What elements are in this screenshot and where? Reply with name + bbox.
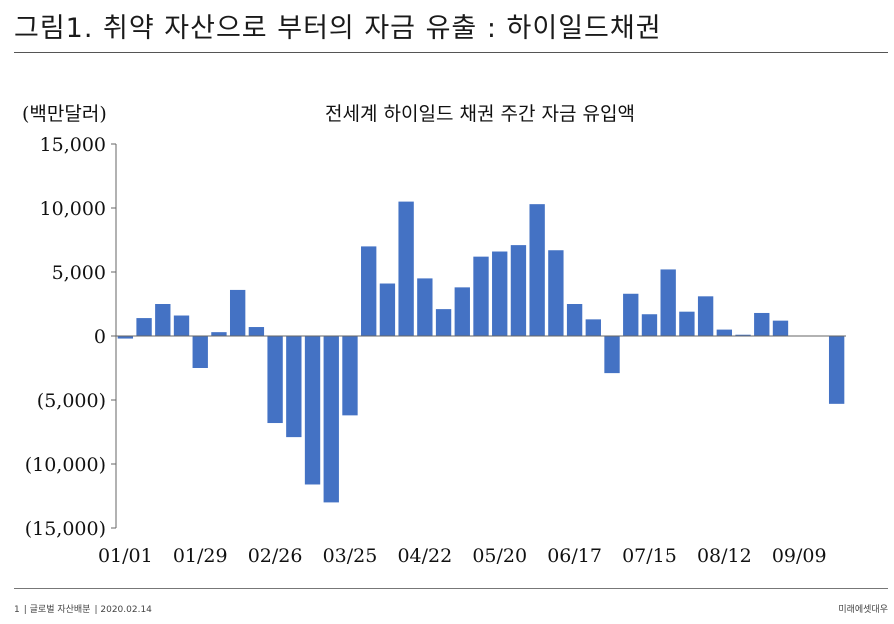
y-tick-label: 10,000 xyxy=(40,198,106,220)
hy-fund-flow-chart: 전세계 하이일드 채권 주간 자금 유입액 (백만달러) 15,000 10,00… xyxy=(22,103,846,567)
bar xyxy=(641,314,658,336)
bar xyxy=(435,309,452,336)
bar xyxy=(754,312,770,336)
bar xyxy=(267,336,283,424)
bar xyxy=(398,201,414,336)
footer-divider xyxy=(14,588,888,589)
bar xyxy=(417,278,433,336)
bar xyxy=(660,269,676,336)
title-divider xyxy=(14,52,888,53)
bar xyxy=(155,304,171,336)
y-tick-label: 0 xyxy=(94,326,106,348)
footer-page-number: 1 xyxy=(14,605,20,615)
bar xyxy=(679,311,695,336)
footer-date: 2020.02.14 xyxy=(100,605,152,615)
bar xyxy=(697,296,714,336)
bar-series xyxy=(117,201,845,503)
bar xyxy=(716,329,733,336)
x-tick-label: 02/26 xyxy=(248,545,303,567)
bar xyxy=(604,336,620,374)
bar xyxy=(117,336,134,339)
bar xyxy=(342,336,358,416)
page-title: 그림1. 취약 자산으로 부터의 자금 유출 : 하이일드채권 xyxy=(14,13,662,44)
x-tick-label: 01/01 xyxy=(98,545,153,567)
bar xyxy=(623,293,639,336)
bar xyxy=(211,332,227,336)
bar xyxy=(192,336,208,368)
x-tick-label: 08/12 xyxy=(697,545,752,567)
x-tick-label: 09/09 xyxy=(772,545,827,567)
x-tick-label: 05/20 xyxy=(472,545,527,567)
x-tick-label: 04/22 xyxy=(397,545,452,567)
bar xyxy=(473,256,489,336)
y-tick-label: 5,000 xyxy=(52,262,106,284)
y-tick-label: (10,000) xyxy=(25,454,106,476)
bar xyxy=(286,336,302,438)
x-axis-ticks: 01/01 01/29 02/26 03/25 04/22 05/20 06/17 07/15… xyxy=(98,545,827,567)
footer-company: 미래에셋대우 xyxy=(838,605,888,615)
bar xyxy=(585,319,601,336)
x-tick-label: 07/15 xyxy=(622,545,677,567)
bar xyxy=(136,318,152,336)
chart-title: 전세계 하이일드 채권 주간 자금 유입액 xyxy=(325,103,635,125)
bar xyxy=(361,246,377,336)
y-axis-unit-label: (백만달러) xyxy=(22,103,107,125)
bar xyxy=(492,251,508,336)
bar xyxy=(510,245,527,336)
footer-info: 1 | 글로벌 자산배분 | 2020.02.14 xyxy=(14,605,152,615)
bar xyxy=(323,336,339,503)
bar xyxy=(229,289,246,336)
bar xyxy=(529,204,545,336)
x-tick-label: 06/17 xyxy=(547,545,602,567)
x-tick-label: 03/25 xyxy=(323,545,378,567)
y-tick-label: 15,000 xyxy=(40,134,106,156)
y-axis-ticks: 15,000 10,000 5,000 0 (5,000) (10,000) (15,000… xyxy=(25,134,116,540)
y-tick-label: (15,000) xyxy=(25,518,106,540)
chart-area: 전세계 하이일드 채권 주간 자금 유입액 (백만달러) 15,000 10,00… xyxy=(0,60,894,580)
x-tick-label: 01/29 xyxy=(173,545,228,567)
bar xyxy=(735,334,751,336)
bar xyxy=(548,250,564,336)
bar xyxy=(454,287,470,336)
y-tick-label: (5,000) xyxy=(37,390,106,412)
bar xyxy=(772,320,789,336)
bar xyxy=(248,327,265,336)
bar xyxy=(173,315,190,336)
bar xyxy=(379,283,396,336)
bar xyxy=(566,304,583,336)
bar xyxy=(304,336,321,485)
bar xyxy=(828,336,845,404)
footer-report-name: 글로벌 자산배분 xyxy=(29,605,91,615)
